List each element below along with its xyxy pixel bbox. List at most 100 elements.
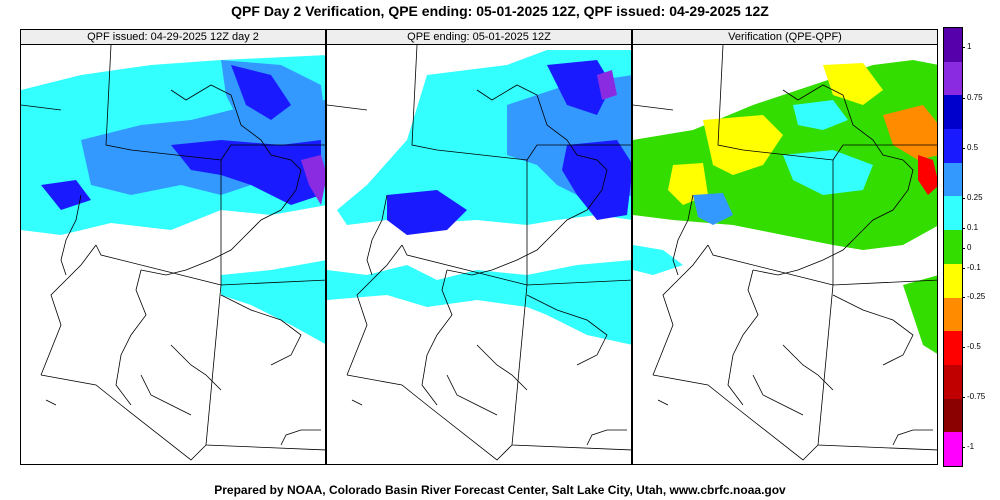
precip-blue xyxy=(41,180,91,210)
precip-cyan xyxy=(327,260,631,345)
verif-cyan xyxy=(633,245,683,275)
color-scale-segment xyxy=(944,162,962,197)
precip-layer xyxy=(633,60,937,354)
color-scale-tick-label: 0.5 xyxy=(967,143,979,152)
precip-blue xyxy=(171,140,321,205)
precip-layer xyxy=(21,55,325,344)
verif-yellow xyxy=(823,63,883,105)
border-segment-southwest xyxy=(351,399,363,406)
color-scale-tickmark xyxy=(962,397,965,398)
verif-yellow xyxy=(703,115,783,175)
border-segment-southwest xyxy=(657,399,669,406)
color-scale-bar xyxy=(943,27,963,467)
color-scale-tick-label: -0.25 xyxy=(967,292,986,301)
color-scale-tickmark xyxy=(962,248,965,249)
border-segment-west xyxy=(327,104,368,111)
basin-boundary-west xyxy=(60,194,82,276)
basin-boundary-upper xyxy=(446,84,608,276)
state-border-north xyxy=(105,45,325,161)
river-segment xyxy=(782,344,834,391)
color-scale-tickmark xyxy=(962,347,965,348)
state-border-southwest xyxy=(346,374,513,461)
border-segment-south xyxy=(586,429,627,446)
color-scale-tick-label: 0.25 xyxy=(967,193,983,202)
color-scale-tickmark xyxy=(962,228,965,229)
color-scale-segment xyxy=(944,364,962,399)
color-scale-segment xyxy=(944,263,962,298)
qpf-map xyxy=(21,45,325,461)
color-scale-tick-label: 0.1 xyxy=(967,223,979,232)
color-scale-tickmark xyxy=(962,198,965,199)
qpf-panel-label: QPF issued: 04-29-2025 12Z day 2 xyxy=(21,30,325,45)
state-border-west xyxy=(346,244,403,376)
basin-boundary-west xyxy=(672,194,694,276)
color-scale-tickmark xyxy=(962,148,965,149)
color-scale-tick-label: -0.75 xyxy=(967,392,986,401)
basin-boundary-san-juan xyxy=(832,294,914,366)
verification-panel: Verification (QPE-QPF) xyxy=(632,29,938,465)
verification-panel-label: Verification (QPE-QPF) xyxy=(633,30,937,45)
verif-green xyxy=(903,275,937,354)
color-scale-segment xyxy=(944,398,962,433)
color-scale-segment xyxy=(944,196,962,231)
river-segment xyxy=(170,344,222,391)
verif-cyan xyxy=(783,150,873,195)
river-segment xyxy=(752,374,804,416)
state-border-west xyxy=(652,244,709,376)
color-scale-tickmark xyxy=(962,98,965,99)
basin-boundary-upper xyxy=(752,84,914,276)
basin-boundary-lower xyxy=(115,269,147,406)
basin-boundary-lower xyxy=(421,269,453,406)
basin-boundary-lower xyxy=(727,269,759,406)
verif-yellow xyxy=(668,163,708,205)
color-scale-tickmark xyxy=(962,268,965,269)
river-segment xyxy=(446,374,498,416)
color-scale-segment xyxy=(944,95,962,130)
verification-map xyxy=(633,45,937,461)
color-scale-segment xyxy=(944,331,962,365)
color-scale-tick-label: 1 xyxy=(967,42,972,51)
border-segment-west xyxy=(21,104,62,111)
color-scale-segment xyxy=(944,432,962,466)
boundaries xyxy=(21,45,325,461)
state-border-nevada-utah xyxy=(401,244,528,286)
boundaries xyxy=(633,45,937,461)
state-border-north xyxy=(717,45,937,161)
color-scale-segment xyxy=(944,230,962,264)
basin-boundary-upper xyxy=(140,84,302,276)
qpe-panel: QPE ending: 05-01-2025 12Z xyxy=(326,29,632,465)
footer-credit: Prepared by NOAA, Colorado Basin River F… xyxy=(214,483,786,497)
precip-layer xyxy=(327,50,631,345)
basin-boundary-san-juan xyxy=(220,294,302,366)
border-segment-west xyxy=(633,104,674,111)
color-scale-tick-label: 0 xyxy=(967,243,972,252)
color-scale-tickmark xyxy=(962,297,965,298)
color-scale-segment xyxy=(944,61,962,96)
precip-blue xyxy=(547,60,612,115)
border-segment-southwest xyxy=(45,399,57,406)
qpe-map xyxy=(327,45,631,461)
verif-red xyxy=(918,155,937,195)
color-scale-tick-label: 0.75 xyxy=(967,93,983,102)
verif-orange xyxy=(883,105,937,160)
state-border-north xyxy=(411,45,631,161)
color-scale-tickmark xyxy=(962,447,965,448)
precip-purple xyxy=(301,155,325,205)
color-scale-segment xyxy=(944,129,962,163)
qpe-panel-label: QPE ending: 05-01-2025 12Z xyxy=(327,30,631,45)
precip-blue xyxy=(387,190,467,235)
state-border-southwest xyxy=(652,374,819,461)
color-scale-tick-label: -1 xyxy=(967,442,975,451)
state-border-nevada-utah xyxy=(95,244,222,286)
basin-boundary-west xyxy=(366,194,388,276)
color-scale-tick-label: -0.1 xyxy=(967,263,981,272)
precip-blue xyxy=(231,65,291,120)
qpf-panel: QPF issued: 04-29-2025 12Z day 2 xyxy=(20,29,326,465)
color-scale-tickmark xyxy=(962,47,965,48)
verif-cyan xyxy=(793,100,848,130)
map-title: QPF Day 2 Verification, QPE ending: 05-0… xyxy=(231,3,769,19)
state-border-nevada-utah xyxy=(707,244,834,286)
border-segment-south xyxy=(892,429,933,446)
border-segment-south xyxy=(280,429,321,446)
color-scale-tick-label: -0.5 xyxy=(967,342,981,351)
